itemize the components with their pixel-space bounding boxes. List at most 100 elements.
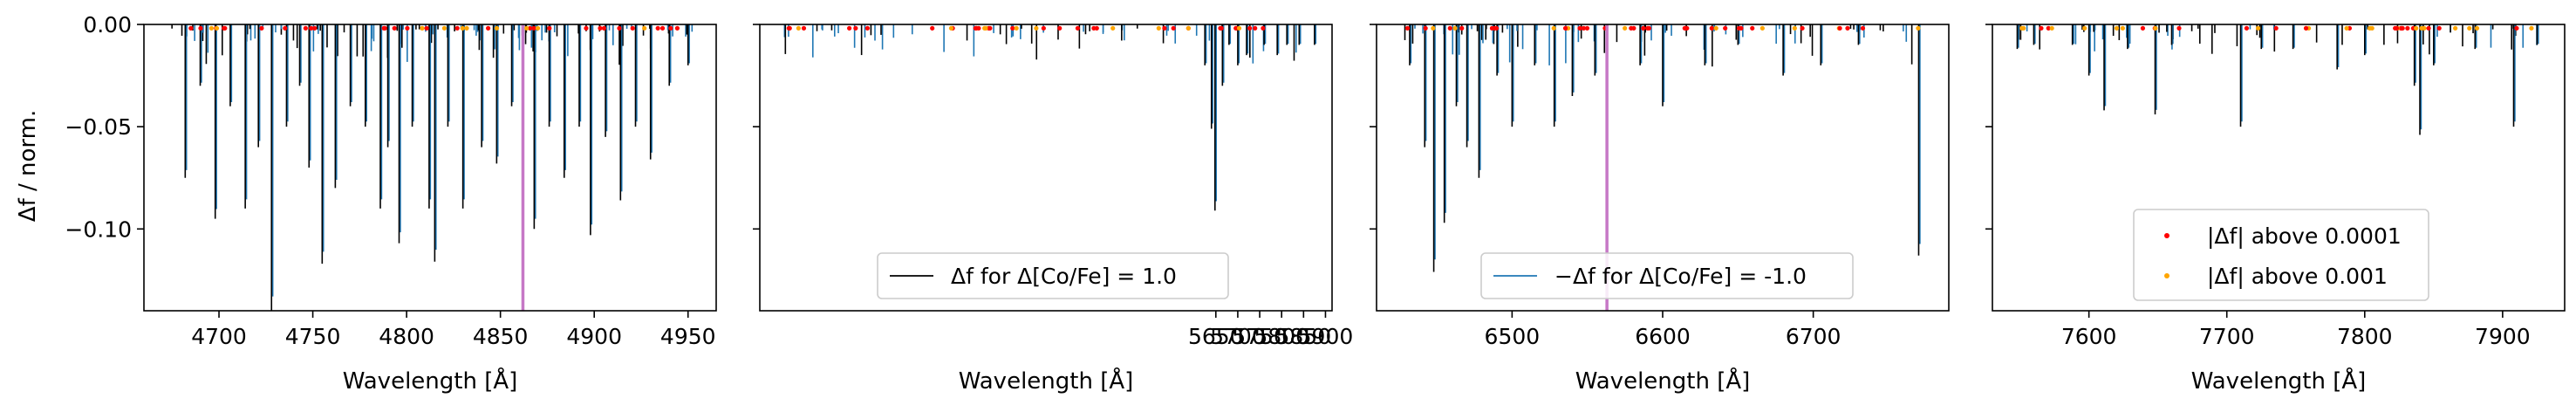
threshold-dot	[420, 25, 425, 31]
x-tick-label: 4850	[473, 324, 529, 349]
threshold-dot	[1057, 25, 1063, 31]
threshold-dot	[494, 25, 500, 31]
x-axis-label: Wavelength [Å]	[959, 367, 1134, 395]
threshold-dot	[1014, 25, 1019, 31]
x-tick-label: 4750	[285, 324, 341, 349]
threshold-dot	[441, 25, 448, 31]
x-tick-label: 7600	[2061, 324, 2117, 349]
x-axis-label: Wavelength [Å]	[2191, 367, 2367, 395]
threshold-dot	[2426, 25, 2431, 31]
threshold-dot	[983, 25, 988, 31]
threshold-dot	[528, 25, 533, 31]
threshold-dot	[2453, 25, 2458, 31]
legend-label-positive: Δf for Δ[Co/Fe] = 1.0	[951, 264, 1177, 289]
threshold-dot	[787, 25, 792, 31]
threshold-dot	[1162, 25, 1167, 31]
threshold-dot	[1236, 25, 1242, 31]
x-tick-label: 5650	[1188, 324, 1244, 349]
threshold-dot	[1492, 25, 1497, 31]
y-tick-label: −0.05	[65, 114, 132, 140]
threshold-dot	[1459, 25, 1465, 31]
threshold-dot	[222, 25, 227, 31]
threshold-dot	[1682, 25, 1687, 31]
threshold-dot	[2529, 25, 2534, 31]
legend-box	[2133, 209, 2429, 301]
threshold-dot	[864, 25, 871, 31]
axes-frame	[143, 24, 717, 312]
threshold-dot	[524, 25, 530, 31]
plot-area	[2016, 24, 2539, 135]
threshold-dot	[259, 25, 264, 31]
x-tick-label: 6500	[1485, 324, 1541, 349]
threshold-dot	[801, 25, 807, 31]
axes-frame	[759, 24, 1333, 312]
threshold-dot	[584, 25, 589, 31]
threshold-dot	[1629, 25, 1634, 31]
threshold-dot	[1075, 25, 1081, 31]
y-tick-label: −0.10	[65, 216, 132, 242]
threshold-dot	[1860, 25, 1866, 31]
threshold-dot	[1110, 25, 1116, 31]
x-axis-label: Wavelength [Å]	[343, 367, 518, 395]
threshold-dot	[303, 25, 308, 31]
threshold-dot	[2153, 25, 2158, 31]
threshold-dot	[1750, 25, 1755, 31]
threshold-dot	[1041, 25, 1046, 31]
plot-area	[171, 24, 694, 311]
threshold-dot	[974, 25, 979, 31]
legend-swatch-orange	[2164, 273, 2169, 278]
threshold-dot	[531, 25, 536, 31]
threshold-dot	[1218, 25, 1223, 31]
threshold-dot	[1253, 25, 1258, 31]
legend-box	[1480, 252, 1854, 299]
threshold-dot	[1156, 25, 1161, 31]
x-tick-label: 4800	[379, 324, 434, 349]
threshold-dot	[214, 25, 220, 31]
x-tick-label: 5850	[1276, 324, 1332, 349]
legend-label-red: |Δf| above 0.0001	[2207, 223, 2402, 249]
threshold-dot	[1431, 25, 1436, 31]
x-tick-label: 5750	[1232, 324, 1288, 349]
x-tick-label: 7800	[2337, 324, 2393, 349]
threshold-dot	[930, 25, 935, 31]
x-tick-label: 4700	[191, 324, 247, 349]
threshold-dot	[1623, 25, 1628, 31]
threshold-dot	[198, 25, 203, 31]
threshold-dot	[630, 25, 635, 31]
threshold-dot	[668, 25, 673, 31]
x-tick-label: 6700	[1786, 324, 1841, 349]
threshold-dot	[1837, 25, 1842, 31]
threshold-dot	[1916, 25, 1921, 31]
x-tick-label: 5700	[1210, 324, 1266, 349]
panels: 0.00 −0.05 −0.10 4700 4750 4800 4850 4900 4950 Wa…	[65, 12, 2566, 395]
threshold-dot	[2394, 25, 2400, 31]
x-tick-label: 4900	[566, 324, 622, 349]
threshold-dot	[1759, 25, 1765, 31]
threshold-dot	[598, 25, 603, 31]
threshold-dot	[655, 25, 660, 31]
threshold-dot	[674, 25, 680, 31]
threshold-dot	[535, 25, 541, 31]
threshold-dot	[1247, 25, 1253, 31]
threshold-dot	[547, 25, 552, 31]
threshold-dot	[2021, 25, 2026, 31]
threshold-dot	[847, 25, 852, 31]
y-axis-label: Δf / norm.	[15, 110, 41, 222]
threshold-dot	[1447, 25, 1452, 31]
threshold-dot	[1792, 25, 1797, 31]
threshold-dot	[1845, 25, 1850, 31]
threshold-dot	[1452, 25, 1458, 31]
threshold-dot	[2474, 25, 2480, 31]
x-axis-label: Wavelength [Å]	[1575, 367, 1751, 395]
threshold-dot	[2273, 25, 2279, 31]
threshold-dot	[1186, 25, 1191, 31]
threshold-dot	[382, 25, 387, 31]
threshold-dot	[2082, 25, 2087, 31]
threshold-dot	[2303, 25, 2309, 31]
threshold-dot	[617, 25, 622, 31]
threshold-dot	[1713, 25, 1718, 31]
threshold-dot	[424, 25, 429, 31]
legend-box	[877, 252, 1229, 299]
threshold-dot	[208, 25, 215, 31]
threshold-dot	[1584, 25, 1590, 31]
